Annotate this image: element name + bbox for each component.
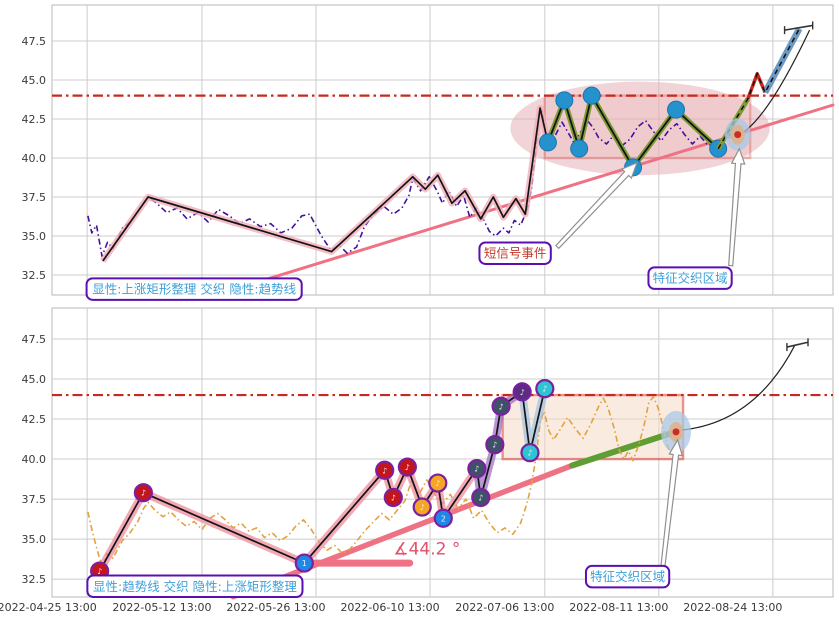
y-tick-label: 35.0 (22, 533, 47, 546)
x-tick-label: 2022-05-12 13:00 (112, 601, 211, 614)
plot-area-bottom (51, 307, 834, 598)
pattern-vertex-dot (667, 100, 686, 119)
signal-marker-glyph: ♪ (499, 402, 504, 411)
signal-marker (294, 553, 314, 573)
signal-marker (485, 435, 505, 455)
y-tick-label: 40.0 (22, 152, 47, 165)
signal-marker-glyph: ♪ (391, 493, 396, 502)
x-tick-label: 2022-08-24 13:00 (683, 601, 782, 614)
short-signal-event-text: 短信号事件 (484, 246, 547, 261)
y-tick-label: 42.5 (22, 413, 47, 426)
y-tick-label: 32.5 (22, 573, 47, 586)
projection-curve (679, 345, 796, 431)
x-tick-label: 2022-05-26 13:00 (226, 601, 325, 614)
short-signal-event-box (478, 241, 552, 265)
target-cap (784, 24, 813, 31)
trend-zigzag-black (98, 388, 546, 572)
signal-marker (375, 460, 395, 480)
x-tick-label: 2022-08-11 13:00 (569, 601, 668, 614)
signal-marker (491, 396, 511, 416)
y-tick-label: 45.0 (22, 74, 47, 87)
annotation-arrow (660, 438, 684, 569)
signal-marker-glyph: ♪ (141, 489, 146, 498)
signal-marker-glyph: ♪ (420, 503, 425, 512)
signal-marker-glyph: ♪ (492, 441, 497, 450)
annotation-arrow (728, 147, 746, 267)
signal-marker (471, 487, 491, 508)
glow-point-dot (672, 428, 680, 436)
signal-marker (133, 483, 153, 503)
signal-marker-glyph: ♪ (542, 385, 547, 394)
trend-zigzag-black (102, 107, 549, 262)
signal-marker-glyph: 1 (302, 559, 307, 568)
signal-marker-glyph: ♪ (435, 479, 440, 488)
signal-marker-glyph: ♪ (382, 466, 387, 475)
annotation-arrow (555, 161, 639, 250)
x-tick-label: 2022-04-25 13:00 (0, 601, 97, 614)
y-tick-label: 42.5 (22, 113, 47, 126)
signal-marker (512, 382, 532, 402)
panel-caption-bottom-text: 显性:趋势线 交织 隐性:上涨矩形整理 (93, 579, 297, 594)
angle-value-label: ∡44.2 ° (393, 540, 460, 560)
panel-caption-top-text: 显性:上涨矩形整理 交织 隐性:趋势线 (92, 282, 296, 297)
x-tick-label: 2022-06-10 13:00 (340, 601, 439, 614)
trendline-green-segment (569, 428, 681, 469)
y-tick-label: 32.5 (22, 269, 47, 282)
pattern-vertex-dot (555, 91, 574, 110)
y-tick-label: 37.5 (22, 191, 47, 204)
signal-marker-glyph: ♪ (405, 463, 410, 472)
signal-marker (520, 443, 540, 463)
signal-marker-glyph: ♪ (520, 388, 525, 397)
y-tick-label: 47.5 (22, 35, 47, 48)
y-tick-label: 47.5 (22, 333, 47, 346)
signal-marker-glyph: ♪ (527, 449, 532, 458)
y-tick-label: 35.0 (22, 230, 47, 243)
signal-marker-glyph: ♪ (478, 493, 483, 502)
x-tick-label: 2022-07-06 13:00 (455, 601, 554, 614)
signal-marker (383, 487, 403, 508)
y-tick-label: 37.5 (22, 493, 47, 506)
signal-marker (535, 379, 555, 399)
signal-marker-glyph: 2 (441, 514, 446, 523)
feature-interweave-zone-text: 特征交织区域 (653, 271, 728, 286)
panel-caption-top-box (85, 277, 303, 301)
signal-marker (428, 473, 448, 493)
signal-marker (412, 497, 432, 517)
pattern-vertex-dot (570, 139, 589, 158)
signal-marker (433, 508, 453, 528)
signal-marker (467, 459, 487, 479)
feature-interweave-zone-box (647, 266, 733, 290)
pattern-vertex-dot (538, 133, 557, 152)
target-cap (786, 341, 809, 348)
signal-marker (397, 457, 417, 477)
feature-interweave-zone-text: 特征交织区域 (590, 569, 665, 584)
glow-point-dot (734, 131, 742, 139)
signal-marker-glyph: ♪ (474, 465, 479, 474)
feature-interweave-zone-box (584, 564, 671, 589)
pattern-vertex-dot (582, 86, 601, 105)
y-tick-label: 40.0 (22, 453, 47, 466)
y-tick-label: 45.0 (22, 373, 47, 386)
panel-caption-bottom-box (86, 574, 304, 599)
forecast-dashed-core (717, 28, 801, 150)
signal-marker-glyph: ♪ (97, 567, 102, 576)
